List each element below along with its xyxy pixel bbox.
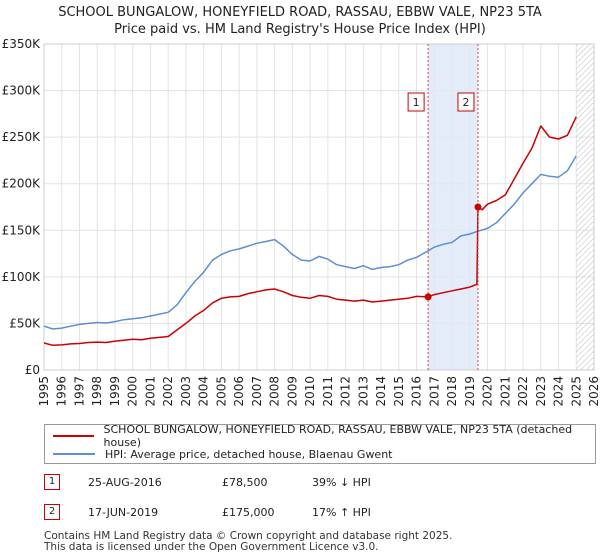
transaction-marker: 2	[44, 504, 60, 520]
x-tick-label: 2023	[534, 376, 548, 407]
x-tick-label: 2025	[569, 376, 583, 407]
x-tick-label: 2021	[498, 376, 512, 407]
x-tick-label: 2005	[214, 376, 228, 407]
x-tick-label: 2006	[232, 376, 246, 407]
chart-title-line2: Price paid vs. HM Land Registry's House …	[114, 22, 486, 37]
price-chart: £0 £50K £100K £150K £200K £250K £300K £350K 1995…	[2, 37, 600, 407]
y-tick-label: £250K	[2, 130, 42, 144]
legend-label-hpi: HPI: Average price, detached house, Blae…	[105, 447, 393, 461]
y-tick-label: £200K	[2, 177, 42, 191]
y-tick-label: £0	[25, 363, 40, 377]
forecast-hatch	[576, 44, 594, 370]
footer: Contains HM Land Registry data © Crown c…	[44, 531, 452, 553]
x-tick-label: 2020	[481, 376, 495, 407]
x-tick-label: 2004	[197, 376, 211, 407]
x-tick-label: 2022	[516, 376, 530, 407]
x-tick-label: 2016	[410, 376, 424, 407]
plot-frame	[43, 43, 595, 371]
legend: SCHOOL BUNGALOW, HONEYFIELD ROAD, RASSAU…	[44, 423, 596, 464]
axes: £0 £50K £100K £150K £200K £250K £300K £350K 1995…	[2, 37, 600, 407]
x-tick-label: 2014	[374, 376, 388, 407]
sale-point	[424, 293, 432, 301]
series-line	[43, 116, 577, 347]
series-line	[43, 155, 577, 330]
x-tick-label: 2012	[339, 376, 353, 407]
x-tick-label: 2017	[427, 376, 441, 407]
legend-item-hpi: HPI: Average price, detached house, Blae…	[53, 445, 393, 463]
grid	[43, 43, 595, 371]
transaction-date: 17-JUN-2019	[88, 506, 159, 519]
x-tick-label: 2018	[445, 376, 459, 407]
footer-licence: This data is licensed under the Open Gov…	[44, 541, 379, 553]
transaction-hpi-diff: 39% ↓ HPI	[312, 476, 371, 489]
sale-point	[474, 203, 482, 211]
transaction-price: £175,000	[222, 506, 275, 519]
y-tick-label: £150K	[2, 223, 42, 237]
transaction-hpi-diff: 17% ↑ HPI	[312, 506, 371, 519]
plot-area	[44, 44, 594, 370]
sale-label-box	[457, 92, 475, 112]
transaction-marker: 1	[44, 474, 60, 490]
y-tick-label: £100K	[2, 270, 42, 284]
x-tick-label: 1996	[55, 376, 69, 407]
x-tick-label: 1999	[108, 376, 122, 407]
sale-label-box	[407, 92, 425, 112]
x-tick-label: 2019	[463, 376, 477, 407]
y-tick-label: £50K	[9, 316, 41, 330]
x-tick-label: 2007	[250, 376, 264, 407]
chart-title-line1: SCHOOL BUNGALOW, HONEYFIELD ROAD, RASSAU…	[58, 5, 542, 20]
x-tick-label: 1997	[72, 376, 86, 407]
legend-label-property: SCHOOL BUNGALOW, HONEYFIELD ROAD, RASSAU…	[103, 423, 573, 449]
legend-swatch-property	[53, 435, 94, 437]
series-lines	[43, 116, 577, 347]
x-tick-label: 2008	[268, 376, 282, 407]
x-tick-label: 2013	[356, 376, 370, 407]
transaction-date: 25-AUG-2016	[88, 476, 162, 489]
shaded-period	[428, 44, 594, 370]
chart-title: SCHOOL BUNGALOW, HONEYFIELD ROAD, RASSAU…	[0, 4, 600, 38]
legend-swatch-hpi	[53, 453, 95, 455]
x-tick-label: 2024	[552, 376, 566, 407]
x-tick-label: 2001	[143, 376, 157, 407]
x-tick-label: 2010	[303, 376, 317, 407]
x-tick-label: 2011	[321, 376, 335, 407]
x-tick-label: 1998	[90, 376, 104, 407]
x-tick-label: 2026	[587, 376, 600, 407]
x-tick-label: 2015	[392, 376, 406, 407]
x-tick-label: 2000	[126, 376, 140, 407]
transaction-row: 2 17-JUN-2019 £175,000 17% ↑ HPI	[44, 504, 584, 524]
sale-label: 2	[462, 96, 469, 109]
x-tick-label: 2002	[161, 376, 175, 407]
transaction-row: 1 25-AUG-2016 £78,500 39% ↓ HPI	[44, 474, 584, 494]
y-tick-label: £300K	[2, 84, 42, 98]
footer-copyright: Contains HM Land Registry data © Crown c…	[44, 530, 453, 542]
x-tick-label: 2003	[179, 376, 193, 407]
transaction-price: £78,500	[222, 476, 268, 489]
x-tick-label: 1995	[37, 376, 51, 407]
sale-label: 1	[413, 96, 420, 109]
legend-item-property: SCHOOL BUNGALOW, HONEYFIELD ROAD, RASSAU…	[53, 423, 595, 449]
y-tick-label: £350K	[2, 37, 42, 51]
x-tick-label: 2009	[285, 376, 299, 407]
